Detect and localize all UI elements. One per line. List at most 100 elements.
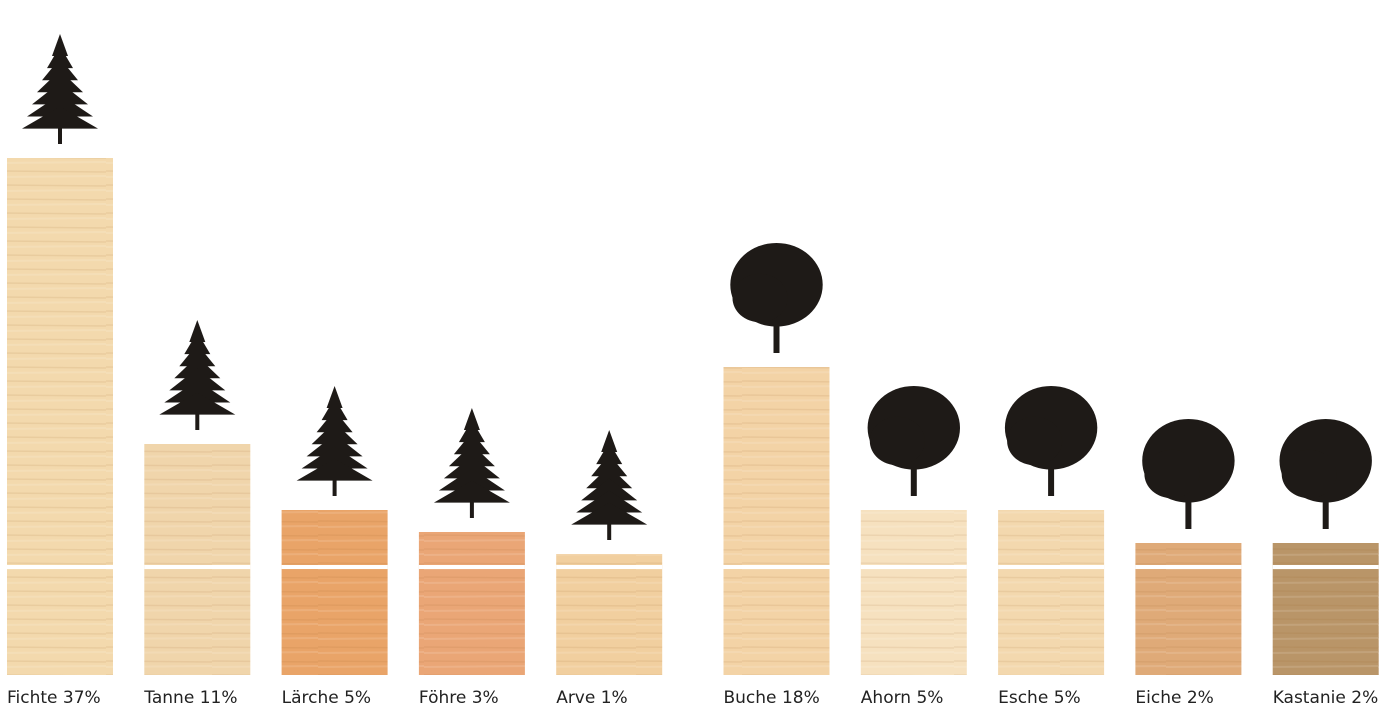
bar-label: Föhre 3% — [419, 688, 499, 707]
category-label: Lärche — [282, 688, 339, 707]
tree-crown — [301, 446, 368, 469]
tree-crown — [433, 480, 510, 503]
tree-crown — [443, 456, 500, 479]
bar-label: Esche 5% — [998, 688, 1081, 707]
category-label: Arve — [556, 688, 595, 707]
tree-trunk — [332, 474, 337, 496]
tree-crown — [296, 458, 373, 481]
tree-crown — [42, 58, 78, 81]
value-label: 1% — [601, 688, 628, 707]
bar-divider — [998, 565, 1105, 569]
value-label: 18% — [782, 688, 820, 707]
tree-crown — [174, 356, 221, 379]
tree-crown — [869, 416, 925, 466]
value-label: 5% — [1054, 688, 1081, 707]
value-label: 5% — [344, 688, 371, 707]
tree-trunk — [910, 452, 917, 496]
tree-crown — [576, 490, 643, 513]
tree-crown — [1144, 449, 1200, 499]
category-label: Ahorn — [861, 688, 911, 707]
tree-trunk — [1185, 485, 1192, 529]
tree-crown — [189, 320, 206, 342]
bar-texture — [281, 510, 388, 675]
tree-crown — [596, 442, 623, 465]
category-label: Esche — [998, 688, 1048, 707]
tree-crown — [453, 432, 490, 455]
value-label: 3% — [472, 688, 499, 707]
tree-icon — [1279, 419, 1372, 529]
tree-trunk — [469, 496, 474, 518]
tree-crown — [169, 368, 226, 391]
tree-crown — [581, 478, 638, 501]
tree-crown — [463, 408, 480, 430]
category-label: Buche — [724, 688, 777, 707]
bar-divider — [723, 565, 830, 569]
bar-label: Arve 1% — [556, 688, 628, 707]
category-label: Kastanie — [1273, 688, 1346, 707]
tree-crown — [321, 398, 348, 421]
bar-texture — [144, 444, 251, 675]
tree-trunk — [607, 518, 612, 540]
bar-texture — [1135, 543, 1242, 675]
tree-crown — [159, 392, 236, 415]
tree-crown — [448, 444, 495, 467]
tree-crown — [586, 466, 633, 489]
tree-crown — [1007, 416, 1063, 466]
tree-crown — [52, 34, 68, 56]
bar-texture — [7, 158, 113, 675]
tree-crown — [438, 468, 505, 491]
tree-crown — [32, 82, 88, 105]
bar-texture — [418, 532, 525, 675]
tree-crown — [601, 430, 618, 452]
value-label: 37% — [63, 688, 101, 707]
bar-divider — [1272, 565, 1379, 569]
tree-icon — [296, 386, 373, 496]
tree-crown — [306, 434, 363, 457]
bar-label: Kastanie 2% — [1273, 688, 1379, 707]
tree-crown — [316, 410, 353, 433]
tree-crown — [164, 380, 231, 403]
tree-trunk — [195, 408, 200, 430]
value-label: 2% — [1351, 688, 1378, 707]
bar-label: Eiche 2% — [1135, 688, 1213, 707]
bar-divider — [144, 565, 251, 569]
bar-label: Tanne 11% — [143, 688, 237, 707]
tree-crown — [27, 94, 93, 117]
tree-icon — [571, 430, 648, 540]
tree-crown — [591, 454, 628, 477]
tree-icon — [159, 320, 236, 430]
value-label: 2% — [1187, 688, 1214, 707]
category-label: Fichte — [7, 688, 58, 707]
tree-crown — [326, 386, 343, 408]
tree-trunk — [58, 122, 62, 144]
bar-divider — [7, 565, 113, 569]
value-label: 11% — [200, 688, 238, 707]
tree-crown — [1281, 449, 1337, 499]
tree-crown — [311, 422, 358, 445]
bar-texture — [723, 367, 830, 675]
tree-icon — [22, 34, 98, 144]
tree-icon — [730, 242, 823, 353]
bar-texture — [998, 510, 1105, 675]
bar-label: Fichte 37% — [7, 688, 101, 707]
tree-crown — [458, 420, 485, 443]
bar-texture — [860, 510, 967, 675]
value-label: 5% — [916, 688, 943, 707]
tree-icon — [1004, 386, 1098, 496]
bar-texture — [556, 554, 663, 675]
bar-label: Buche 18% — [724, 688, 820, 707]
tree-crown — [37, 70, 83, 93]
tree-crown — [22, 106, 98, 129]
tree-trunk — [1048, 452, 1055, 496]
tree-crown — [179, 344, 216, 367]
bar-texture — [1272, 543, 1379, 675]
bar-divider — [556, 565, 663, 569]
tree-trunk — [773, 309, 780, 353]
bar-divider — [860, 565, 967, 569]
tree-icon — [867, 386, 960, 496]
category-label: Föhre — [419, 688, 466, 707]
tree-trunk — [1322, 485, 1329, 529]
tree-icon — [1142, 419, 1235, 529]
category-label: Tanne — [143, 688, 194, 707]
